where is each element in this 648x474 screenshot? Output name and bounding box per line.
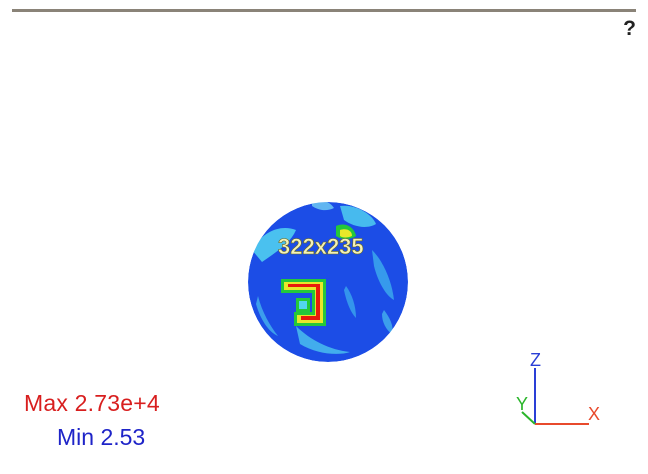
top-divider (12, 9, 636, 12)
y-axis-label: Y (516, 394, 528, 414)
image-size-label: 322x235 (278, 234, 364, 259)
z-axis-label: Z (530, 350, 541, 370)
x-axis-label: X (588, 404, 600, 424)
axis-triad: Z X Y (516, 350, 600, 425)
legend-min-value: Min 2.53 (57, 424, 146, 450)
y-axis-line (521, 411, 536, 425)
legend-max-value: Max 2.73e+4 (24, 390, 160, 416)
help-button[interactable]: ? (623, 17, 636, 40)
contour-sphere (248, 202, 408, 362)
